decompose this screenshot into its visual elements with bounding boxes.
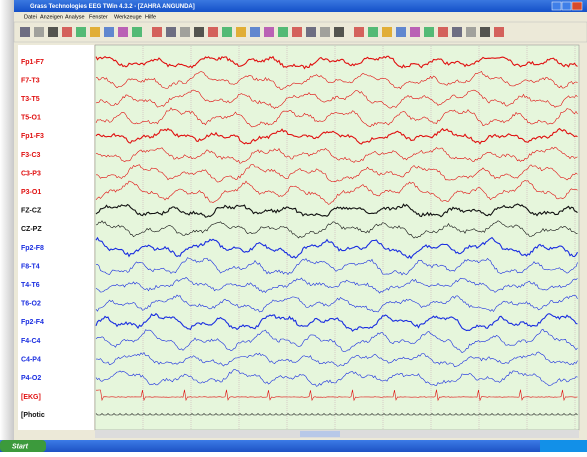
- toolbar-button[interactable]: [118, 27, 128, 37]
- start-label[interactable]: Start: [12, 443, 29, 450]
- screen: Black Sche...http://brai...GenVIEW(S...C…: [0, 0, 587, 452]
- channel-label: T5-O1: [21, 115, 41, 122]
- taskbar: [0, 440, 587, 452]
- toolbar-button[interactable]: [410, 27, 420, 37]
- toolbar-button[interactable]: [104, 27, 114, 37]
- trace-area: [95, 45, 579, 430]
- toolbar-button[interactable]: [320, 27, 330, 37]
- toolbar-button[interactable]: [382, 27, 392, 37]
- toolbar-button[interactable]: [396, 27, 406, 37]
- toolbar-button[interactable]: [368, 27, 378, 37]
- menu-item[interactable]: Datei: [24, 14, 37, 20]
- toolbar-button[interactable]: [62, 27, 72, 37]
- channel-label: F8-T4: [21, 263, 40, 270]
- toolbar-button[interactable]: [424, 27, 434, 37]
- channel-label: T3-T5: [21, 96, 40, 103]
- toolbar-button[interactable]: [354, 27, 364, 37]
- toolbar-button[interactable]: [278, 27, 288, 37]
- toolbar-button[interactable]: [34, 27, 44, 37]
- channel-label: C4-P4: [21, 356, 41, 363]
- toolbar-button[interactable]: [208, 27, 218, 37]
- channel-label: T6-O2: [21, 301, 41, 308]
- toolbar-button[interactable]: [292, 27, 302, 37]
- toolbar-button[interactable]: [494, 27, 504, 37]
- channel-label: F3-C3: [21, 152, 41, 159]
- channel-label: F7-T3: [21, 77, 40, 84]
- channel-label: Fp2-F4: [21, 319, 44, 326]
- toolbar-button[interactable]: [180, 27, 190, 37]
- tray: [540, 440, 587, 452]
- window-title: Grass Technologies EEG TWin 4.3.2 - [ZAH…: [30, 4, 195, 10]
- channel-label: T4-T6: [21, 282, 40, 289]
- toolbar-button[interactable]: [480, 27, 490, 37]
- toolbar-button[interactable]: [306, 27, 316, 37]
- channel-label: C3-P3: [21, 170, 41, 177]
- toolbar-button[interactable]: [194, 27, 204, 37]
- toolbar-button[interactable]: [236, 27, 246, 37]
- toolbar-button[interactable]: [334, 27, 344, 37]
- channel-label: [Photic: [21, 412, 45, 419]
- toolbar-button[interactable]: [132, 27, 142, 37]
- toolbar-button[interactable]: [48, 27, 58, 37]
- menu-item[interactable]: Hilfe: [145, 14, 156, 20]
- shadow: [0, 0, 14, 440]
- scroll-thumb[interactable]: [300, 431, 340, 437]
- channel-label: Fp1-F7: [21, 59, 44, 66]
- toolbar-button[interactable]: [264, 27, 274, 37]
- toolbar-button[interactable]: [222, 27, 232, 37]
- close-button[interactable]: [572, 2, 582, 10]
- menu-item[interactable]: Analyse: [65, 14, 85, 20]
- channel-label: Fp1-F3: [21, 133, 44, 140]
- menu-item[interactable]: Anzeigen: [40, 14, 63, 20]
- toolbar-button[interactable]: [76, 27, 86, 37]
- channel-label: P4-O2: [21, 375, 41, 382]
- toolbar-button[interactable]: [466, 27, 476, 37]
- channel-label: P3-O1: [21, 189, 41, 196]
- channel-label: Fp2-F8: [21, 245, 44, 252]
- menu-item[interactable]: Werkzeuge: [114, 14, 142, 20]
- toolbar-button[interactable]: [20, 27, 30, 37]
- toolbar-button[interactable]: [90, 27, 100, 37]
- channel-label: [EKG]: [21, 394, 41, 401]
- maximize-button[interactable]: [562, 2, 571, 10]
- channel-label: FZ-CZ: [21, 208, 42, 215]
- channel-label: F4-C4: [21, 338, 41, 345]
- toolbar-button[interactable]: [452, 27, 462, 37]
- channel-label: CZ-PZ: [21, 226, 42, 233]
- toolbar-button[interactable]: [152, 27, 162, 37]
- toolbar-button[interactable]: [166, 27, 176, 37]
- toolbar-button[interactable]: [250, 27, 260, 37]
- minimize-button[interactable]: [552, 2, 561, 10]
- toolbar-button[interactable]: [438, 27, 448, 37]
- menu-item[interactable]: Fenster: [89, 14, 108, 20]
